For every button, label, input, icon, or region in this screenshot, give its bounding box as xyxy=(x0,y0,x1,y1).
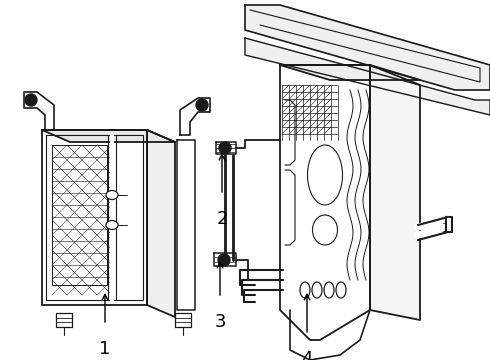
Polygon shape xyxy=(280,65,420,80)
Bar xyxy=(52,145,107,285)
Polygon shape xyxy=(245,5,490,90)
Ellipse shape xyxy=(106,190,118,199)
Ellipse shape xyxy=(336,282,346,298)
Polygon shape xyxy=(280,65,370,340)
Polygon shape xyxy=(42,130,147,305)
Polygon shape xyxy=(444,217,452,232)
Text: 3: 3 xyxy=(214,313,226,331)
Circle shape xyxy=(219,142,231,154)
Ellipse shape xyxy=(324,282,334,298)
Polygon shape xyxy=(214,253,236,266)
Circle shape xyxy=(196,99,208,111)
Polygon shape xyxy=(56,313,72,327)
Circle shape xyxy=(25,94,37,106)
Circle shape xyxy=(218,254,230,266)
Polygon shape xyxy=(147,130,175,317)
Ellipse shape xyxy=(106,220,118,230)
Polygon shape xyxy=(180,98,210,135)
Polygon shape xyxy=(177,140,195,310)
Ellipse shape xyxy=(308,145,343,205)
Polygon shape xyxy=(216,142,236,154)
Text: 2: 2 xyxy=(216,210,228,228)
Ellipse shape xyxy=(300,282,310,298)
Ellipse shape xyxy=(313,215,338,245)
Polygon shape xyxy=(245,38,490,115)
Ellipse shape xyxy=(312,282,322,298)
Text: 4: 4 xyxy=(301,350,313,360)
Polygon shape xyxy=(290,310,370,360)
Polygon shape xyxy=(370,65,420,320)
Polygon shape xyxy=(42,130,175,142)
Text: 1: 1 xyxy=(99,340,111,358)
Polygon shape xyxy=(24,92,54,130)
Polygon shape xyxy=(175,313,191,327)
